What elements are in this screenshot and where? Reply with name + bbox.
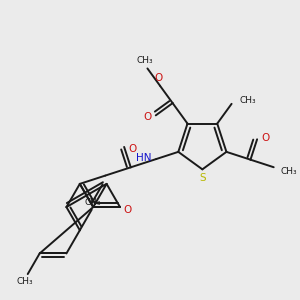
Text: O: O bbox=[143, 112, 152, 122]
Text: S: S bbox=[199, 173, 206, 183]
Text: CH₃: CH₃ bbox=[16, 277, 33, 286]
Text: CH₃: CH₃ bbox=[280, 167, 297, 176]
Text: O: O bbox=[128, 144, 136, 154]
Text: CH₃: CH₃ bbox=[239, 96, 256, 105]
Text: O: O bbox=[154, 73, 163, 83]
Text: O: O bbox=[261, 133, 270, 143]
Text: CH₃: CH₃ bbox=[136, 56, 153, 64]
Text: HN: HN bbox=[136, 153, 152, 163]
Text: CH₃: CH₃ bbox=[85, 198, 101, 207]
Text: O: O bbox=[123, 205, 132, 215]
